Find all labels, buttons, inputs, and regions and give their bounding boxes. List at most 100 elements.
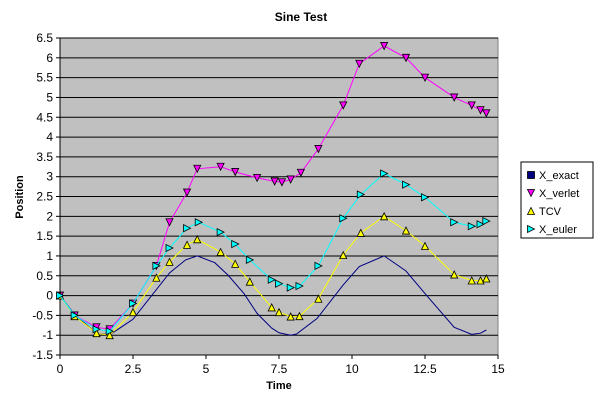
y-axis-title: Position xyxy=(14,175,26,219)
data-point-x-verlet-20 xyxy=(401,53,411,63)
x-tick-label-1: 2.5 xyxy=(125,362,142,376)
y-tick-label-12: 4.5 xyxy=(36,110,53,124)
data-point-x-euler-8 xyxy=(194,218,204,227)
data-point-x-euler-10 xyxy=(231,239,240,249)
legend-item-x-verlet: X_verlet xyxy=(526,188,579,200)
data-point-x-verlet-6 xyxy=(165,218,174,227)
axes xyxy=(56,37,499,359)
data-point-x-verlet-9 xyxy=(216,162,225,172)
data-point-tcv-13 xyxy=(274,307,284,317)
legend-label-tcv: TCV xyxy=(539,206,562,218)
data-point-x-verlet-18 xyxy=(355,59,364,69)
y-tick-label-10: 3.5 xyxy=(36,150,53,164)
data-point-tcv-6 xyxy=(165,257,174,266)
data-point-x-euler-15 xyxy=(295,281,304,291)
data-point-x-euler-22 xyxy=(450,218,459,227)
data-point-tcv-11 xyxy=(245,277,254,286)
data-point-x-verlet-25 xyxy=(482,109,491,118)
data-point-x-euler-13 xyxy=(275,279,284,288)
y-tick-label-1: -1 xyxy=(42,328,53,342)
data-point-x-euler-11 xyxy=(245,255,255,265)
legend-item-x-exact: X_exact xyxy=(527,170,579,182)
data-point-x-euler-18 xyxy=(356,190,366,199)
data-point-tcv-4 xyxy=(128,307,138,317)
data-point-x-verlet-11 xyxy=(252,173,262,183)
tick-labels: -1.5 -1 -0.5 0 0.5 1 1.5 2 2.5 3 3.5 4 4.5 5 5.5 6 6.5 0 2… xyxy=(32,31,505,376)
data-point-tcv-16 xyxy=(314,294,323,303)
data-point-x-verlet-7 xyxy=(182,188,192,197)
data-point-tcv-24 xyxy=(476,276,485,285)
data-point-x-euler-21 xyxy=(421,193,430,202)
data-point-tcv-22 xyxy=(450,270,459,279)
legend-marker-x-verlet xyxy=(526,189,536,198)
data-point-x-euler-1 xyxy=(70,311,79,320)
data-point-x-euler-9 xyxy=(216,228,225,237)
data-point-tcv-3 xyxy=(105,330,114,340)
data-point-x-verlet-12 xyxy=(270,177,279,186)
data-point-x-euler-23 xyxy=(467,222,477,231)
x-tick-label-6: 15 xyxy=(491,362,505,376)
series-group xyxy=(55,42,491,340)
legend-label-x-exact: X_exact xyxy=(539,170,579,182)
y-tick-label-11: 4 xyxy=(46,130,53,144)
data-point-x-verlet-19 xyxy=(379,42,389,51)
data-point-tcv-12 xyxy=(267,303,276,312)
legend-label-x-euler: X_euler xyxy=(539,224,577,236)
data-point-tcv-2 xyxy=(92,328,101,338)
data-point-x-euler-20 xyxy=(402,180,411,189)
y-tick-label-7: 2 xyxy=(46,209,53,223)
data-point-tcv-20 xyxy=(401,226,411,235)
series-x-exact xyxy=(59,255,487,336)
data-point-x-euler-2 xyxy=(92,325,101,334)
series-tcv xyxy=(55,211,491,340)
legend-item-x-euler: X_euler xyxy=(527,224,577,236)
data-point-x-euler-12 xyxy=(267,275,277,284)
data-point-x-verlet-16 xyxy=(314,145,323,154)
data-point-tcv-23 xyxy=(467,276,476,285)
data-point-x-verlet-21 xyxy=(420,73,430,83)
data-point-tcv-5 xyxy=(152,273,161,282)
y-tick-label-13: 5 xyxy=(46,90,53,104)
series-x-euler xyxy=(56,169,491,336)
x-tick-label-3: 7.5 xyxy=(271,362,288,376)
y-tick-label-0: -1.5 xyxy=(32,348,53,362)
x-tick-label-5: 12.5 xyxy=(413,362,437,376)
data-point-x-euler-19 xyxy=(380,169,389,178)
data-point-x-euler-4 xyxy=(129,299,138,308)
data-point-x-euler-24 xyxy=(476,220,485,229)
data-point-x-euler-5 xyxy=(152,261,161,270)
y-tick-label-2: -0.5 xyxy=(32,308,53,322)
data-point-x-euler-17 xyxy=(339,214,348,223)
data-point-tcv-10 xyxy=(231,259,240,268)
x-tick-label-0: 0 xyxy=(57,362,64,376)
series-line-tcv xyxy=(59,215,487,336)
data-point-x-euler-7 xyxy=(183,224,192,233)
data-point-x-euler-6 xyxy=(165,243,174,253)
series-line-x-exact xyxy=(59,255,487,336)
data-point-tcv-15 xyxy=(295,311,304,321)
data-point-x-verlet-23 xyxy=(467,101,476,110)
legend-label-x-verlet: X_verlet xyxy=(539,188,579,200)
data-point-tcv-7 xyxy=(182,240,192,249)
legend-marker-tcv xyxy=(526,206,536,215)
data-point-tcv-17 xyxy=(339,250,348,260)
y-tick-label-3: 0 xyxy=(46,289,53,303)
data-point-x-verlet-15 xyxy=(296,168,306,178)
x-axis-title: Time xyxy=(266,380,291,392)
legend: X_exact X_verlet TCV X_euler xyxy=(520,161,594,239)
y-tick-label-6: 1.5 xyxy=(36,229,53,243)
y-tick-label-4: 0.5 xyxy=(36,269,53,283)
y-tick-label-16: 6.5 xyxy=(36,31,53,45)
data-point-tcv-19 xyxy=(379,211,389,221)
data-point-x-verlet-22 xyxy=(450,93,459,102)
chart-title: Sine Test xyxy=(275,10,327,24)
y-tick-label-15: 6 xyxy=(46,51,53,65)
y-tick-label-8: 2.5 xyxy=(36,190,53,204)
legend-item-tcv: TCV xyxy=(526,206,562,218)
data-point-x-euler-16 xyxy=(314,261,323,270)
data-point-tcv-18 xyxy=(356,228,365,237)
y-tick-label-14: 5.5 xyxy=(36,71,53,85)
y-tick-label-5: 1 xyxy=(46,249,53,263)
data-point-x-verlet-10 xyxy=(231,168,240,177)
